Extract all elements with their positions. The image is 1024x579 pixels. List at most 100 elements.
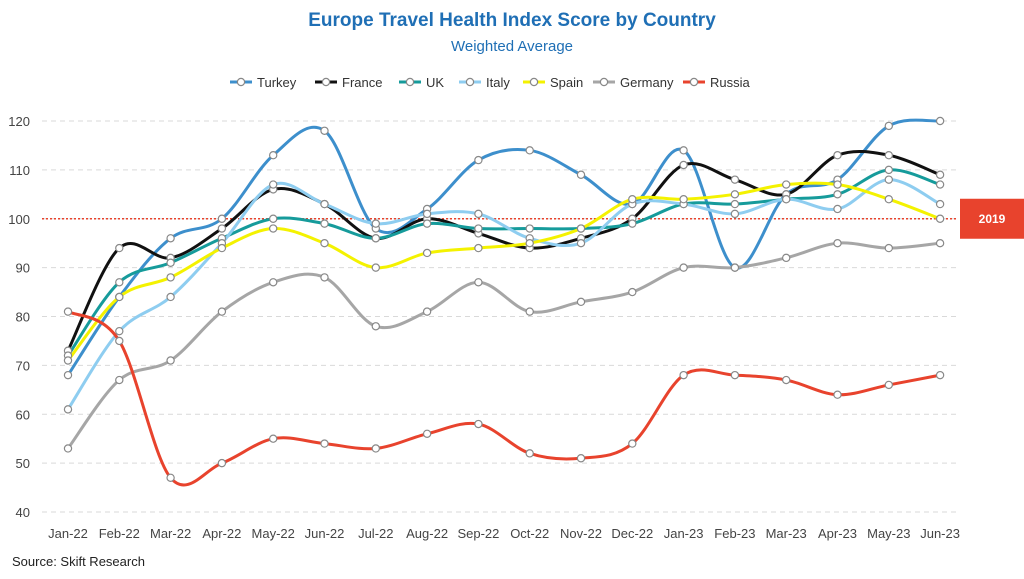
data-point-germany	[576, 297, 586, 307]
legend-label-italy: Italy	[486, 75, 510, 90]
data-point-italy	[474, 209, 483, 219]
data-point-france	[679, 160, 688, 170]
y-tick-label: 120	[8, 114, 30, 129]
y-tick-label: 50	[16, 456, 30, 471]
legend-marker-spain	[529, 77, 539, 87]
reference-label: 2019	[979, 212, 1006, 226]
data-point-uk	[628, 219, 637, 228]
data-point-italy	[884, 175, 894, 184]
data-point-germany	[422, 307, 432, 316]
data-point-russia	[525, 449, 534, 458]
data-point-turkey	[576, 170, 586, 179]
data-point-italy	[422, 209, 432, 219]
data-point-spain	[166, 273, 175, 282]
data-point-russia	[166, 473, 175, 482]
y-tick-label: 100	[8, 212, 30, 227]
legend-label-uk: UK	[426, 75, 444, 90]
data-point-turkey	[525, 146, 534, 155]
data-point-italy	[833, 204, 842, 214]
data-point-germany	[217, 307, 227, 316]
y-tick-label: 60	[16, 407, 30, 422]
legend-marker-france	[321, 77, 331, 87]
y-tick-label: 110	[9, 163, 30, 178]
x-tick-label: Mar-22	[150, 526, 191, 541]
legend-marker-turkey	[236, 77, 246, 87]
data-point-france	[935, 170, 945, 179]
y-tick-label: 80	[16, 310, 30, 325]
x-tick-label: May-23	[867, 526, 910, 541]
series-line-germany	[66, 241, 942, 450]
data-point-uk	[525, 224, 534, 233]
data-point-france	[833, 151, 842, 160]
data-point-spain	[269, 224, 278, 233]
data-point-spain	[628, 194, 637, 204]
data-point-germany	[320, 273, 329, 282]
data-point-uk	[115, 278, 124, 287]
data-point-russia	[730, 370, 740, 380]
data-point-germany	[782, 253, 791, 263]
legend-marker-russia	[689, 77, 699, 87]
x-tick-label: Apr-23	[818, 526, 857, 541]
data-point-germany	[525, 307, 534, 316]
data-point-russia	[63, 307, 73, 316]
data-point-germany	[474, 278, 483, 287]
data-point-russia	[371, 444, 380, 453]
data-point-turkey	[63, 370, 73, 380]
data-point-russia	[935, 370, 945, 380]
data-point-russia	[217, 458, 227, 468]
data-point-russia	[782, 375, 791, 385]
data-point-spain	[63, 356, 73, 365]
legend-label-germany: Germany	[620, 75, 674, 90]
data-point-italy	[63, 405, 73, 414]
legend-marker-italy	[465, 77, 475, 87]
x-tick-label: Feb-23	[714, 526, 755, 541]
x-tick-label: Sep-22	[457, 526, 499, 541]
chart-source: Source: Skift Research	[12, 554, 145, 569]
x-tick-label: Apr-22	[202, 526, 241, 541]
series-line-russia	[66, 310, 942, 487]
data-point-germany	[63, 444, 73, 453]
x-tick-label: Nov-22	[560, 526, 602, 541]
data-point-spain	[320, 238, 329, 248]
data-point-uk	[269, 214, 278, 223]
x-tick-label: Jul-22	[358, 526, 393, 541]
data-point-france	[115, 243, 124, 253]
data-point-france	[730, 175, 740, 184]
x-tick-label: May-22	[252, 526, 295, 541]
data-point-germany	[628, 287, 637, 297]
data-point-spain	[935, 214, 945, 223]
data-point-russia	[884, 380, 894, 390]
legend-label-spain: Spain	[550, 75, 583, 90]
data-point-russia	[679, 370, 688, 380]
data-point-spain	[217, 243, 227, 253]
x-tick-label: Feb-22	[99, 526, 140, 541]
legend-label-france: France	[342, 75, 382, 90]
data-point-italy	[730, 209, 740, 219]
data-point-spain	[474, 243, 483, 253]
data-point-germany	[730, 263, 740, 272]
data-point-germany	[371, 322, 380, 331]
data-point-turkey	[320, 126, 329, 135]
x-tick-label: Jan-23	[664, 526, 704, 541]
data-point-spain	[730, 190, 740, 199]
data-point-turkey	[217, 214, 227, 223]
x-tick-label: Aug-22	[406, 526, 448, 541]
data-point-russia	[628, 439, 637, 448]
data-point-spain	[422, 248, 432, 258]
x-tick-label: Jan-22	[48, 526, 88, 541]
data-point-italy	[269, 180, 278, 189]
data-point-uk	[474, 224, 483, 233]
data-point-uk	[166, 258, 175, 267]
data-point-germany	[115, 375, 124, 385]
legend-label-turkey: Turkey	[257, 75, 297, 90]
data-point-uk	[884, 165, 894, 175]
data-point-italy	[166, 292, 175, 302]
data-point-turkey	[474, 155, 483, 165]
data-point-italy	[371, 219, 380, 228]
data-point-spain	[884, 194, 894, 204]
data-point-italy	[115, 326, 124, 336]
data-point-france	[884, 151, 894, 160]
data-point-russia	[269, 434, 278, 443]
legend-marker-uk	[405, 77, 415, 87]
data-point-italy	[782, 194, 791, 204]
